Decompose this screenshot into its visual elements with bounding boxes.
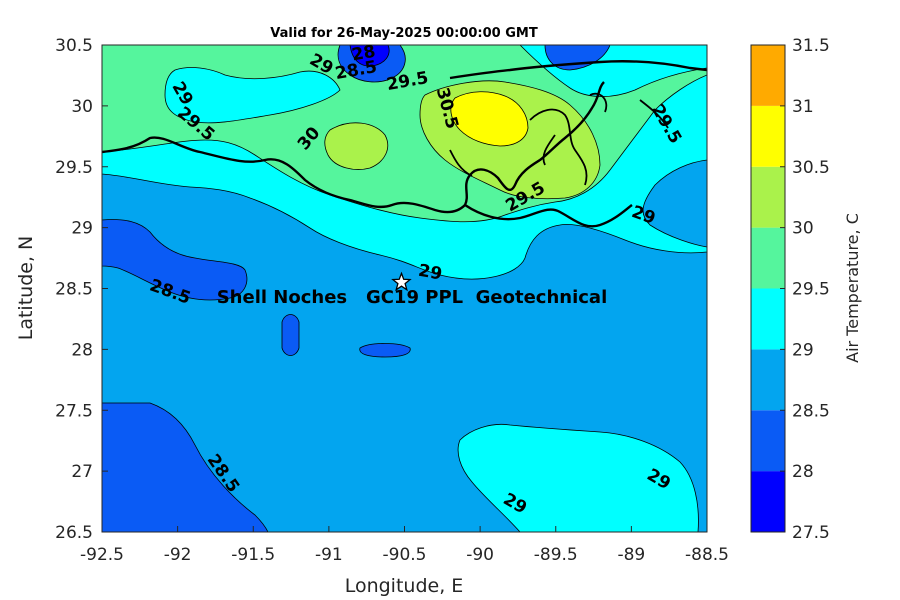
x-tick-label: -89.5 (534, 545, 578, 565)
y-tick-label: 29.5 (55, 158, 93, 178)
level-30-5-region (450, 91, 529, 147)
x-tick-label: -92.5 (80, 545, 124, 565)
coastline-mississippi-delta (464, 204, 633, 228)
x-tick-label: -91.5 (231, 545, 275, 565)
site-marker-label: Shell Noches GC19 PPL Geotechnical (217, 287, 608, 308)
contour-label: 28 (350, 42, 377, 66)
colorbar-segment (751, 105, 785, 167)
colorbar-tick-label: 31 (792, 97, 814, 117)
chart-title: Valid for 26-May-2025 00:00:00 GMT (270, 26, 538, 41)
north-coldest-core (349, 45, 390, 67)
x-tick-label: -91 (315, 545, 343, 565)
y-tick-label: 30.5 (55, 36, 93, 56)
colorbar-tick-label: 29 (792, 340, 814, 360)
colorbar-tick-label: 29.5 (792, 280, 830, 300)
west-cold-band (102, 219, 248, 301)
northwest-cool-patch (164, 67, 341, 124)
y-tick-label: 27.5 (55, 401, 93, 421)
southwest-cold-region (102, 402, 269, 532)
colorbar-segment (751, 471, 785, 532)
colorbar-segment (751, 227, 785, 289)
colorbar-tick-label: 28 (792, 462, 814, 482)
contour-label: 29 (417, 261, 444, 285)
colorbar-tick-label: 27.5 (792, 523, 830, 543)
y-tick-label: 28 (71, 340, 93, 360)
colorbar-tick-label: 30.5 (792, 158, 830, 178)
contour-fill (102, 45, 707, 532)
y-axis-label: Latitude, N (15, 236, 37, 341)
site-star-marker (391, 271, 412, 292)
coastline-gulf-states (449, 60, 707, 80)
cold-cell-centre (359, 343, 411, 358)
site-marker-layer: Shell Noches GC19 PPL Geotechnical (217, 271, 608, 308)
y-tick-label: 28.5 (55, 280, 93, 300)
coastline-louisiana (102, 81, 605, 214)
y-tick-label: 27 (71, 462, 93, 482)
x-axis: -92.5 -92 -91.5 -91 -90.5 -90 -89.5 -89 -88.5 (80, 526, 729, 565)
x-tick-label: -88.5 (685, 545, 729, 565)
southeast-warm-region (457, 423, 699, 532)
y-axis: 30.5 30 29.5 29 28.5 28 27.5 27 26.5 (55, 36, 108, 543)
level-30-region-west (324, 122, 389, 170)
colorbar-segment (751, 410, 785, 472)
colorbar-tick-label: 31.5 (792, 36, 830, 56)
x-tick-label: -89 (617, 545, 645, 565)
y-tick-label: 30 (71, 97, 93, 117)
colorbar-segment (751, 349, 785, 411)
y-tick-label: 29 (71, 219, 93, 239)
colorbar-segment (751, 45, 785, 106)
colorbar: 31.5 31 30.5 30 29.5 29 28.5 28 27.5 (750, 36, 830, 543)
colorbar-segment (751, 288, 785, 350)
coastline-delta-detail (449, 92, 669, 186)
coastline (102, 60, 707, 228)
x-tick-label: -90 (466, 545, 494, 565)
colorbar-segment (751, 166, 785, 228)
x-tick-label: -90.5 (383, 545, 427, 565)
colorbar-tick-label: 30 (792, 219, 814, 239)
y-tick-label: 26.5 (55, 523, 93, 543)
colorbar-label: Air Temperature, C (843, 213, 862, 363)
x-tick-label: -92 (164, 545, 192, 565)
x-axis-label: Longitude, E (345, 575, 464, 597)
colorbar-tick-label: 28.5 (792, 401, 830, 421)
cold-cell-west (281, 314, 300, 356)
